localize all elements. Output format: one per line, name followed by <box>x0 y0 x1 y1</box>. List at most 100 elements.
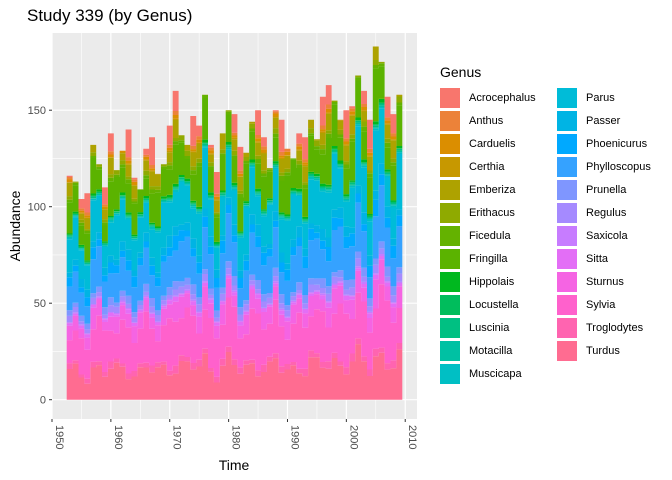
x-tick-label: 1980 <box>230 425 242 449</box>
legend-label: Carduelis <box>469 137 516 150</box>
legend-label: Luscinia <box>469 321 510 334</box>
legend-columns: Acrocephalus Anthus Carduelis Certhia Emberi… <box>440 86 670 385</box>
x-tick-label: 1950 <box>53 425 65 449</box>
legend: Genus Acrocephalus Anthus Carduelis Certhia… <box>440 64 670 385</box>
legend-column-2: Parus Passer Phoenicurus Phylloscopus Prunel… <box>557 86 670 385</box>
legend-item-certhia: Certhia <box>440 155 553 178</box>
legend-label: Saxicola <box>586 229 628 242</box>
legend-key <box>440 110 460 131</box>
legend-item-emberiza: Emberiza <box>440 178 553 201</box>
legend-key <box>557 110 577 131</box>
y-tick-label: 0 <box>40 395 46 407</box>
legend-label: Parus <box>586 91 615 104</box>
legend-label: Locustella <box>469 298 519 311</box>
legend-key <box>440 156 460 177</box>
legend-label: Passer <box>586 114 621 127</box>
legend-label: Sitta <box>586 252 609 265</box>
legend-item-parus: Parus <box>557 86 670 109</box>
x-tick-label: 1960 <box>112 425 124 449</box>
x-tick-label: 2010 <box>406 425 418 449</box>
legend-title: Genus <box>440 64 482 80</box>
area-troglodytes <box>66 338 403 384</box>
legend-item-motacilla: Motacilla <box>440 339 553 362</box>
legend-key <box>440 317 460 338</box>
legend-item-fringilla: Fringilla <box>440 247 553 270</box>
legend-label: Muscicapa <box>469 367 522 380</box>
legend-item-saxicola: Saxicola <box>557 224 670 247</box>
legend-item-phoenicurus: Phoenicurus <box>557 132 670 155</box>
legend-item-anthus: Anthus <box>440 109 553 132</box>
legend-key <box>440 271 460 292</box>
legend-column-1: Acrocephalus Anthus Carduelis Certhia Emberi… <box>440 86 553 385</box>
legend-label: Hippolais <box>469 275 515 288</box>
area-emberiza <box>66 46 403 230</box>
legend-item-prunella: Prunella <box>557 178 670 201</box>
x-tick-label: 1990 <box>288 425 300 449</box>
legend-item-carduelis: Carduelis <box>440 132 553 155</box>
legend-label: Erithacus <box>469 206 515 219</box>
legend-label: Turdus <box>586 344 620 357</box>
area-sitta <box>66 256 403 338</box>
area-ficedula <box>66 63 403 234</box>
legend-item-troglodytes: Troglodytes <box>557 316 670 339</box>
legend-label: Emberiza <box>469 183 516 196</box>
area-erithacus <box>66 60 403 231</box>
legend-key <box>440 202 460 223</box>
legend-label: Fringilla <box>469 252 508 265</box>
y-tick-label: 50 <box>34 298 46 310</box>
legend-label: Sylvia <box>586 298 616 311</box>
legend-label: Acrocephalus <box>469 91 536 104</box>
legend-key <box>440 248 460 269</box>
legend-item-luscinia: Luscinia <box>440 316 553 339</box>
legend-label: Phylloscopus <box>586 160 651 173</box>
legend-key <box>557 202 577 223</box>
legend-label: Troglodytes <box>586 321 644 334</box>
area-fringilla <box>66 66 403 261</box>
legend-item-muscicapa: Muscicapa <box>440 362 553 385</box>
legend-key <box>440 133 460 154</box>
legend-label: Ficedula <box>469 229 511 242</box>
legend-key <box>557 156 577 177</box>
legend-key <box>440 363 460 384</box>
legend-item-regulus: Regulus <box>557 201 670 224</box>
area-prunella <box>66 241 403 330</box>
legend-key <box>440 340 460 361</box>
x-axis-title: Time <box>219 457 250 473</box>
legend-item-sylvia: Sylvia <box>557 293 670 316</box>
y-tick-label: 150 <box>28 105 46 117</box>
area-phylloscopus <box>66 185 403 324</box>
legend-item-passer: Passer <box>557 109 670 132</box>
legend-key <box>557 248 577 269</box>
y-tick-label: 100 <box>28 202 46 214</box>
area-turdus <box>66 344 403 400</box>
area-sylvia <box>66 284 403 379</box>
legend-key <box>440 179 460 200</box>
legend-key <box>557 294 577 315</box>
legend-label: Anthus <box>469 114 504 127</box>
area-phoenicurus <box>66 174 403 307</box>
legend-key <box>557 225 577 246</box>
legend-item-erithacus: Erithacus <box>440 201 553 224</box>
area-layer <box>66 46 403 400</box>
area-parus <box>66 108 403 290</box>
legend-key <box>440 294 460 315</box>
area-passer <box>66 163 403 298</box>
chart-title: Study 339 (by Genus) <box>27 6 193 25</box>
legend-key <box>557 179 577 200</box>
legend-label: Regulus <box>586 206 627 219</box>
legend-key <box>557 271 577 292</box>
legend-key <box>557 133 577 154</box>
legend-item-turdus: Turdus <box>557 339 670 362</box>
legend-label: Phoenicurus <box>586 137 648 150</box>
legend-key <box>557 317 577 338</box>
x-tick-label: 1970 <box>171 425 183 449</box>
legend-key <box>557 87 577 108</box>
x-tick-label: 2000 <box>347 425 359 449</box>
legend-key <box>440 225 460 246</box>
legend-key <box>440 87 460 108</box>
y-axis-title: Abundance <box>7 190 23 261</box>
legend-item-hippolais: Hippolais <box>440 270 553 293</box>
legend-item-locustella: Locustella <box>440 293 553 316</box>
legend-label: Motacilla <box>469 344 513 357</box>
